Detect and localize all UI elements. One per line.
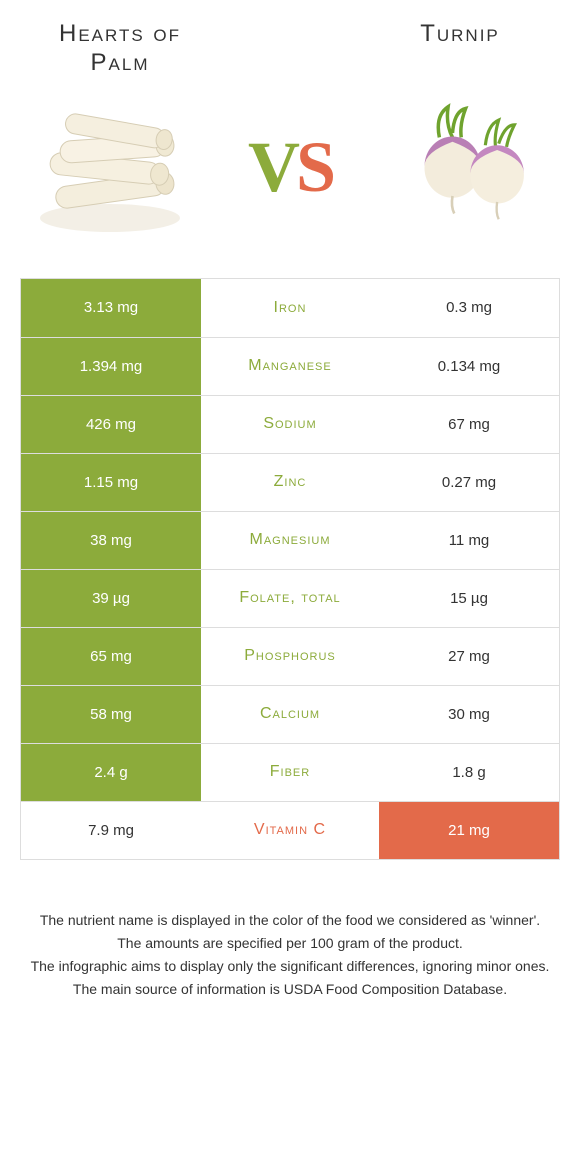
left-value: 1.394 mg bbox=[21, 338, 201, 395]
left-food-title: Hearts of Palm bbox=[30, 20, 210, 78]
right-value: 0.3 mg bbox=[379, 279, 559, 337]
nutrient-label: Sodium bbox=[201, 396, 379, 453]
nutrient-label: Fiber bbox=[201, 744, 379, 801]
nutrient-label: Folate, total bbox=[201, 570, 379, 627]
table-row: 38 mgMagnesium11 mg bbox=[21, 511, 559, 569]
left-value: 2.4 g bbox=[21, 744, 201, 801]
left-value: 3.13 mg bbox=[21, 279, 201, 337]
footer-line: The amounts are specified per 100 gram o… bbox=[30, 933, 550, 954]
nutrient-label: Manganese bbox=[201, 338, 379, 395]
left-value: 7.9 mg bbox=[21, 802, 201, 859]
nutrient-label: Vitamin C bbox=[201, 802, 379, 859]
table-row: 7.9 mgVitamin C21 mg bbox=[21, 801, 559, 859]
footer-line: The nutrient name is displayed in the co… bbox=[30, 910, 550, 931]
right-value: 15 µg bbox=[379, 570, 559, 627]
footer-notes: The nutrient name is displayed in the co… bbox=[0, 860, 580, 1000]
nutrient-label: Magnesium bbox=[201, 512, 379, 569]
right-value: 21 mg bbox=[379, 802, 559, 859]
table-row: 2.4 gFiber1.8 g bbox=[21, 743, 559, 801]
right-value: 11 mg bbox=[379, 512, 559, 569]
table-row: 65 mgPhosphorus27 mg bbox=[21, 627, 559, 685]
footer-line: The infographic aims to display only the… bbox=[30, 956, 550, 977]
left-value: 65 mg bbox=[21, 628, 201, 685]
header: Hearts of Palm Turnip bbox=[0, 0, 580, 78]
vs-label: VS bbox=[248, 126, 332, 209]
left-value: 39 µg bbox=[21, 570, 201, 627]
images-row: VS bbox=[0, 78, 580, 278]
nutrient-label: Iron bbox=[201, 279, 379, 337]
table-row: 426 mgSodium67 mg bbox=[21, 395, 559, 453]
right-value: 27 mg bbox=[379, 628, 559, 685]
right-food-image bbox=[390, 88, 550, 248]
left-food-image bbox=[30, 88, 190, 248]
table-row: 39 µgFolate, total15 µg bbox=[21, 569, 559, 627]
right-value: 67 mg bbox=[379, 396, 559, 453]
comparison-table: 3.13 mgIron0.3 mg1.394 mgManganese0.134 … bbox=[20, 278, 560, 860]
table-row: 1.15 mgZinc0.27 mg bbox=[21, 453, 559, 511]
right-value: 1.8 g bbox=[379, 744, 559, 801]
left-value: 1.15 mg bbox=[21, 454, 201, 511]
vs-v: V bbox=[248, 127, 296, 207]
right-value: 30 mg bbox=[379, 686, 559, 743]
nutrient-label: Calcium bbox=[201, 686, 379, 743]
nutrient-label: Phosphorus bbox=[201, 628, 379, 685]
vs-s: S bbox=[296, 127, 332, 207]
right-food-title: Turnip bbox=[370, 20, 550, 49]
right-value: 0.27 mg bbox=[379, 454, 559, 511]
table-row: 1.394 mgManganese0.134 mg bbox=[21, 337, 559, 395]
table-row: 58 mgCalcium30 mg bbox=[21, 685, 559, 743]
left-value: 58 mg bbox=[21, 686, 201, 743]
left-value: 426 mg bbox=[21, 396, 201, 453]
footer-line: The main source of information is USDA F… bbox=[30, 979, 550, 1000]
table-row: 3.13 mgIron0.3 mg bbox=[21, 279, 559, 337]
nutrient-label: Zinc bbox=[201, 454, 379, 511]
right-value: 0.134 mg bbox=[379, 338, 559, 395]
left-value: 38 mg bbox=[21, 512, 201, 569]
